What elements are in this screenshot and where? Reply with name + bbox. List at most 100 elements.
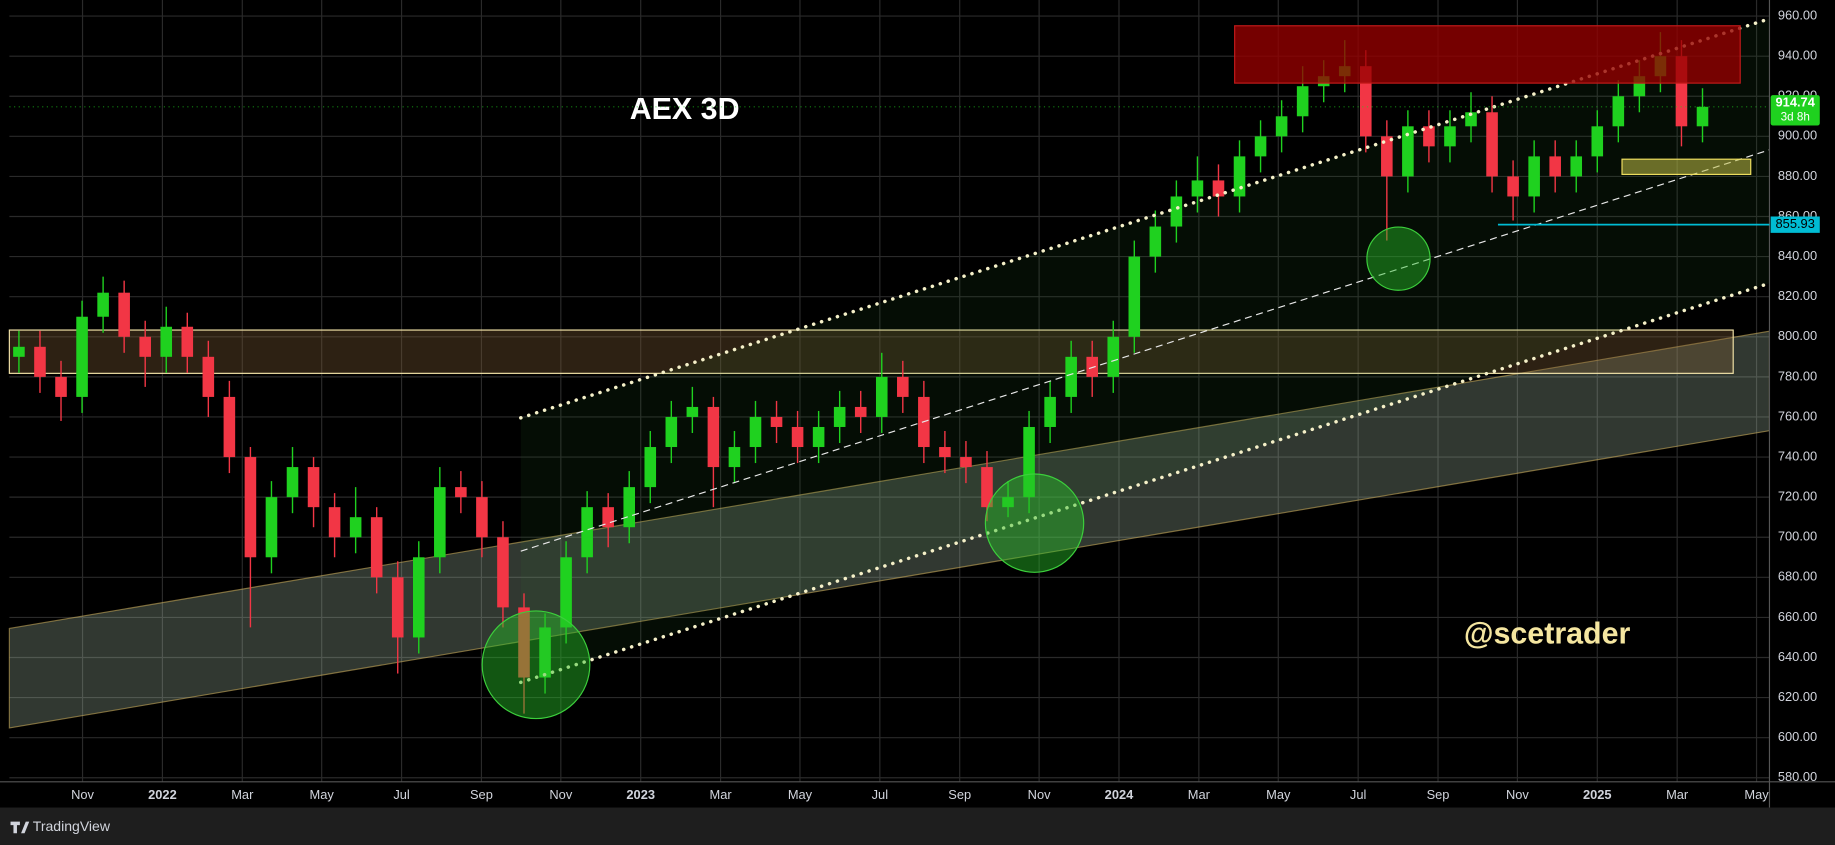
candle-body [581, 507, 593, 558]
candle-body [181, 326, 194, 357]
candle-body [202, 356, 215, 397]
candle-body [981, 467, 993, 508]
candle-body [560, 557, 572, 628]
candle-body [1212, 180, 1225, 197]
y-tick-label: 780.00 [1778, 368, 1817, 383]
candle-body [1423, 126, 1435, 147]
candle-body [434, 487, 446, 558]
candle-body [265, 497, 278, 558]
candle-body [1465, 112, 1477, 127]
x-tick-label: Sep [1427, 787, 1450, 802]
x-tick-label: Nov [1028, 787, 1051, 802]
candle-body [749, 416, 762, 448]
x-tick-label: Sep [470, 787, 493, 802]
last-price-tag [1770, 95, 1820, 126]
candle-body [707, 406, 720, 468]
resistance-zone [1234, 25, 1741, 84]
candle-body [1675, 56, 1688, 127]
channel-top [519, 16, 1772, 420]
candle-body [728, 447, 741, 468]
bounce-circle [481, 610, 591, 720]
x-tick-label: 2025 [1583, 787, 1612, 802]
price-axis [1769, 0, 1835, 808]
y-tick-label: 800.00 [1778, 328, 1817, 343]
candle-body [875, 376, 888, 417]
candle-body [623, 487, 636, 528]
x-tick-label: Mar [709, 787, 732, 802]
target-zone [1621, 158, 1752, 175]
countdown-label: 3d 8h [1781, 110, 1810, 123]
candle-body [791, 426, 804, 448]
price-level-label: 855.93 [1776, 216, 1815, 231]
candle-body [370, 517, 383, 578]
candle-body [13, 346, 25, 357]
x-tick-label: Mar [1666, 787, 1689, 802]
y-tick-label: 660.00 [1778, 609, 1817, 624]
grid [9, 0, 1770, 782]
last-price-label: 914.74 [1776, 95, 1816, 110]
candle-body [476, 497, 488, 538]
y-tick-label: 880.00 [1778, 168, 1817, 183]
candle-body [412, 557, 425, 638]
bounce-circle [1366, 226, 1431, 291]
candle-body [1381, 136, 1393, 177]
y-tick-label: 760.00 [1778, 408, 1817, 423]
candle-body [497, 537, 509, 608]
candle-body [1023, 426, 1035, 498]
support-zone [8, 329, 1734, 374]
candle-body [833, 406, 846, 427]
candle-body [1360, 66, 1372, 137]
y-tick-label: 620.00 [1778, 689, 1817, 704]
candle-body [349, 517, 362, 538]
x-tick-label: Nov [1506, 787, 1529, 802]
candle-body [1696, 106, 1709, 127]
x-tick-label: Jul [393, 787, 409, 802]
candle-body [1591, 126, 1604, 157]
candle-body [1444, 126, 1456, 147]
candle-body [770, 416, 783, 427]
candle-body [55, 376, 67, 397]
x-tick-label: 2022 [148, 787, 177, 802]
candle-body [1254, 136, 1267, 157]
candle-body [539, 627, 551, 678]
candle-body [602, 507, 614, 528]
bounce-circle [984, 473, 1085, 573]
y-tick-label: 940.00 [1778, 48, 1817, 63]
y-tick-label: 820.00 [1778, 288, 1817, 303]
x-tick-label: May [310, 787, 335, 802]
candle-body [1107, 336, 1120, 377]
candle-body [897, 376, 909, 397]
candle-body [1570, 156, 1583, 177]
brand-name: TradingView [33, 818, 111, 834]
time-axis [0, 781, 1835, 808]
candle-body [391, 577, 404, 638]
candle-body [812, 426, 825, 448]
y-tick-label: 680.00 [1778, 569, 1817, 584]
x-tick-label: Mar [231, 787, 254, 802]
candle-body [307, 467, 320, 508]
candle-body [1149, 226, 1162, 257]
candle-body [97, 292, 109, 317]
candle-body [518, 607, 530, 678]
x-tick-label: Sep [948, 787, 971, 802]
candle-body [34, 346, 46, 377]
candle-body [76, 316, 88, 397]
candle-body [1065, 356, 1077, 397]
y-tick-label: 840.00 [1778, 248, 1817, 263]
candle-body [455, 487, 467, 498]
x-tick-label: Jul [872, 787, 888, 802]
x-tick-label: May [1266, 787, 1291, 802]
candle-body [1486, 112, 1498, 177]
candle-body [854, 406, 867, 417]
axis-labels: 960.00940.00920.00900.00880.00860.00840.… [71, 7, 1817, 802]
y-tick-label: 960.00 [1778, 7, 1817, 22]
channel-middle [520, 149, 1770, 552]
x-tick-label: 2024 [1105, 787, 1134, 802]
candle-body [328, 507, 341, 538]
candle-body [1191, 180, 1204, 197]
candle-body [1549, 156, 1561, 177]
candle-body [1633, 76, 1646, 97]
candle-body [286, 467, 299, 498]
x-tick-label: 2023 [626, 787, 655, 802]
